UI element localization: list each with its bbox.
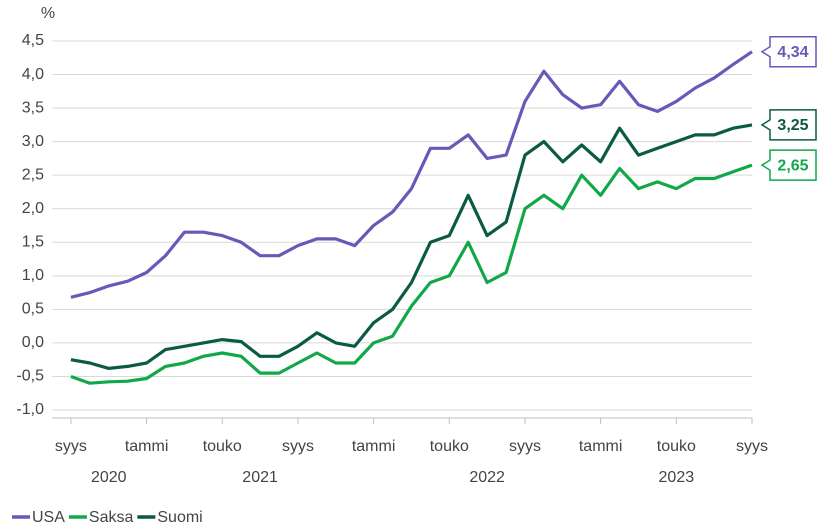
series-line	[70, 123, 753, 370]
legend-label: USA	[32, 509, 65, 526]
end-label-box	[760, 35, 817, 68]
x-group-label: 2021	[242, 469, 278, 486]
end-label: 4,34	[760, 35, 817, 68]
end-label-box	[760, 109, 817, 141]
legend-label: Suomi	[157, 509, 202, 526]
y-tick-label: 1,0	[22, 267, 44, 284]
x-tick-label: tammi	[125, 438, 169, 455]
x-tick-label: tammi	[352, 438, 396, 455]
y-tick-label: 2,0	[22, 200, 44, 217]
y-tick-label: 3,5	[22, 99, 44, 116]
y-tick-label: -0,5	[16, 368, 44, 385]
x-group-label: 2023	[659, 469, 695, 486]
y-tick-label: 1,5	[22, 233, 44, 250]
series-line	[70, 163, 753, 385]
y-tick-label: 4,5	[22, 32, 44, 49]
end-label-text: 2,65	[777, 157, 808, 174]
x-tick-label: touko	[203, 438, 242, 455]
end-label: 2,65	[760, 149, 817, 181]
y-tick-label: 0,5	[22, 301, 44, 318]
x-tick-label: syys	[55, 438, 87, 455]
y-tick-label: 2,5	[22, 166, 44, 183]
end-label-box	[760, 149, 817, 181]
series-line	[70, 50, 753, 299]
y-tick-label: 0,0	[22, 334, 44, 351]
x-tick-label: syys	[509, 438, 541, 455]
y-tick-label: 4,0	[22, 66, 44, 83]
x-group-label: 2020	[91, 469, 127, 486]
x-tick-label: touko	[430, 438, 469, 455]
x-tick-label: tammi	[579, 438, 623, 455]
x-group-label: 2022	[469, 469, 505, 486]
x-tick-label: syys	[282, 438, 314, 455]
end-label-text: 4,34	[777, 44, 808, 61]
x-tick-label: touko	[657, 438, 696, 455]
y-tick-label: 3,0	[22, 133, 44, 150]
y-axis-label: %	[41, 5, 55, 22]
x-tick-label: syys	[736, 438, 768, 455]
end-label: 3,25	[760, 109, 817, 141]
end-label-text: 3,25	[777, 117, 808, 134]
y-tick-label: -1,0	[16, 401, 44, 418]
legend-label: Saksa	[89, 509, 134, 526]
